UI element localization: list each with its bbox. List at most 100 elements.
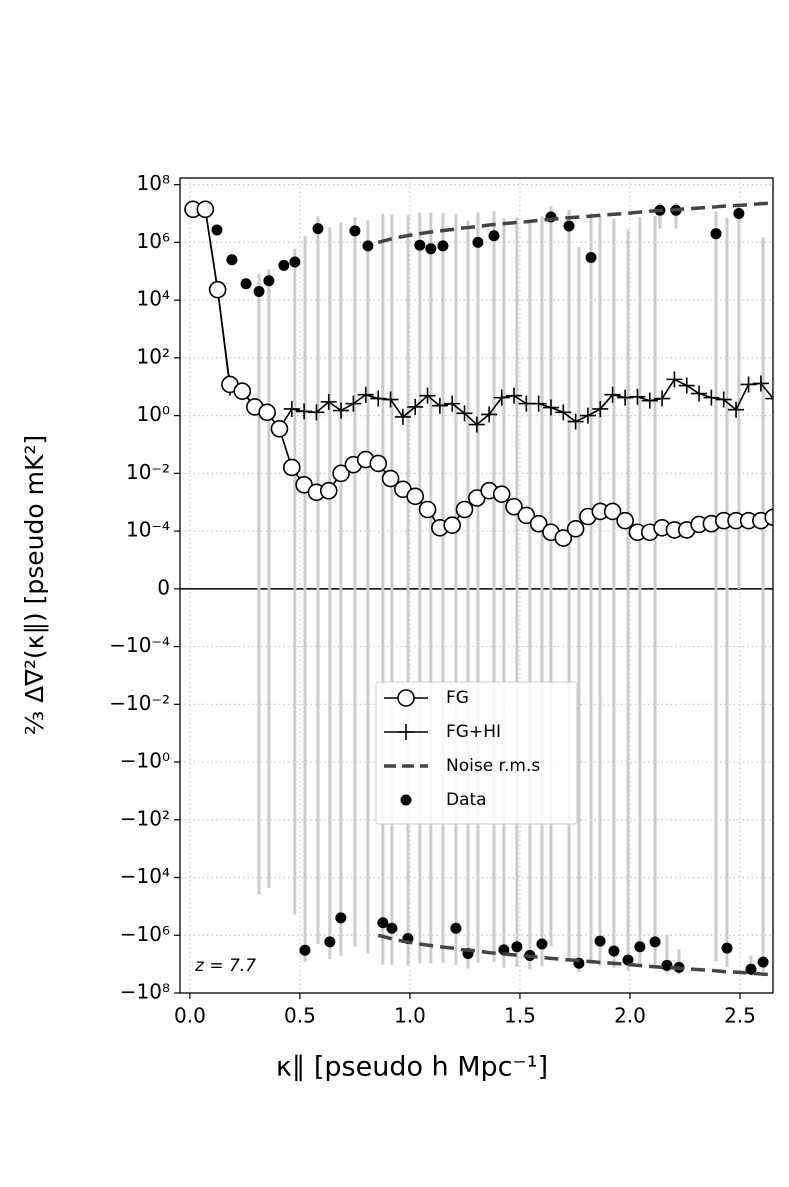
marker [554, 529, 573, 547]
marker [703, 389, 720, 406]
x-tick-label: 0.5 [284, 1004, 316, 1028]
marker [481, 406, 498, 423]
marker [414, 239, 426, 251]
marker [603, 502, 622, 521]
marker [270, 419, 289, 438]
marker [493, 389, 510, 406]
marker [233, 382, 252, 401]
marker [506, 387, 523, 404]
marker [733, 208, 745, 220]
marker [641, 392, 658, 409]
y-axis-label: ⅔ Δ∇²(κ∥) [pseudo mK²] [20, 435, 49, 735]
marker [282, 458, 301, 477]
y-tick-label: 10⁸ [137, 171, 170, 195]
marker [299, 944, 311, 956]
marker [764, 508, 773, 527]
marker [320, 393, 337, 410]
marker [394, 408, 411, 425]
marker [468, 416, 485, 433]
x-tick-label: 2.0 [614, 1004, 646, 1028]
marker [444, 395, 461, 412]
marker [437, 240, 449, 252]
marker [240, 278, 252, 290]
marker [418, 500, 437, 519]
marker [710, 228, 722, 240]
marker [649, 936, 661, 948]
marker [472, 236, 484, 248]
y-tick-label: 10⁶ [137, 229, 170, 253]
x-tick-label: 1.0 [394, 1004, 426, 1028]
marker [529, 514, 548, 533]
x-axis-label: κ∥ [pseudo h Mpc⁻¹] [276, 1052, 548, 1083]
axes: 10⁸ 10⁶ 10⁴ 10² 10⁰ 10⁻² 10⁻⁴ 0 −10⁻⁴ −10⁻² −10⁰ −1… [109, 171, 756, 1027]
marker [362, 240, 374, 252]
marker [566, 520, 585, 538]
marker [634, 941, 646, 953]
marker [765, 390, 773, 407]
y-tick-label: −10⁰ [120, 749, 170, 773]
marker [419, 387, 436, 404]
marker [567, 413, 584, 430]
y-tick-label: 10⁻⁴ [126, 518, 170, 542]
marker [517, 506, 536, 525]
legend-label: FG [446, 688, 469, 708]
marker [312, 223, 324, 235]
marker [456, 405, 473, 422]
marker [594, 935, 606, 947]
marker [333, 402, 350, 419]
marker [406, 487, 425, 506]
x-tick-label: 1.5 [504, 1004, 536, 1028]
marker [715, 391, 732, 408]
marker [745, 963, 757, 975]
marker [332, 464, 350, 483]
y-tick-label: 0 [157, 575, 170, 599]
annotation: z = 7.7 [194, 956, 256, 976]
marker [661, 959, 673, 971]
marker [757, 956, 769, 968]
marker [505, 497, 523, 516]
y-tick-label: −10² [120, 806, 170, 830]
plot-area [180, 200, 773, 977]
legend-marker [397, 689, 415, 707]
legend-marker [398, 724, 414, 740]
marker [530, 395, 547, 412]
marker [654, 390, 671, 407]
marker [616, 511, 634, 530]
marker [211, 224, 223, 236]
marker [381, 469, 400, 488]
marker [357, 386, 374, 403]
marker [289, 256, 301, 268]
marker [629, 388, 646, 405]
marker [666, 371, 683, 388]
marker [488, 230, 500, 242]
marker [555, 404, 572, 421]
marker [443, 516, 461, 534]
marker [691, 385, 708, 402]
marker [263, 275, 275, 287]
legend-label: Noise r.m.s [446, 756, 540, 776]
marker [349, 225, 361, 237]
plot-frame [179, 177, 774, 994]
marker [382, 391, 399, 408]
marker [617, 389, 634, 406]
marker [324, 936, 336, 948]
marker [345, 395, 362, 412]
marker [450, 922, 462, 934]
marker [308, 404, 325, 421]
marker [370, 390, 387, 407]
y-tick-label: −10⁸ [120, 980, 170, 1004]
marker [721, 942, 733, 954]
y-tick-label: 10⁴ [137, 287, 170, 311]
marker [511, 941, 523, 953]
marker [319, 481, 338, 500]
marker [492, 485, 511, 503]
y-tick-label: −10⁶ [120, 922, 170, 946]
marker [431, 397, 448, 414]
marker [608, 945, 620, 957]
legend-label: FG+HI [446, 722, 501, 742]
marker [678, 377, 695, 394]
marker [283, 400, 300, 417]
marker [740, 376, 757, 393]
